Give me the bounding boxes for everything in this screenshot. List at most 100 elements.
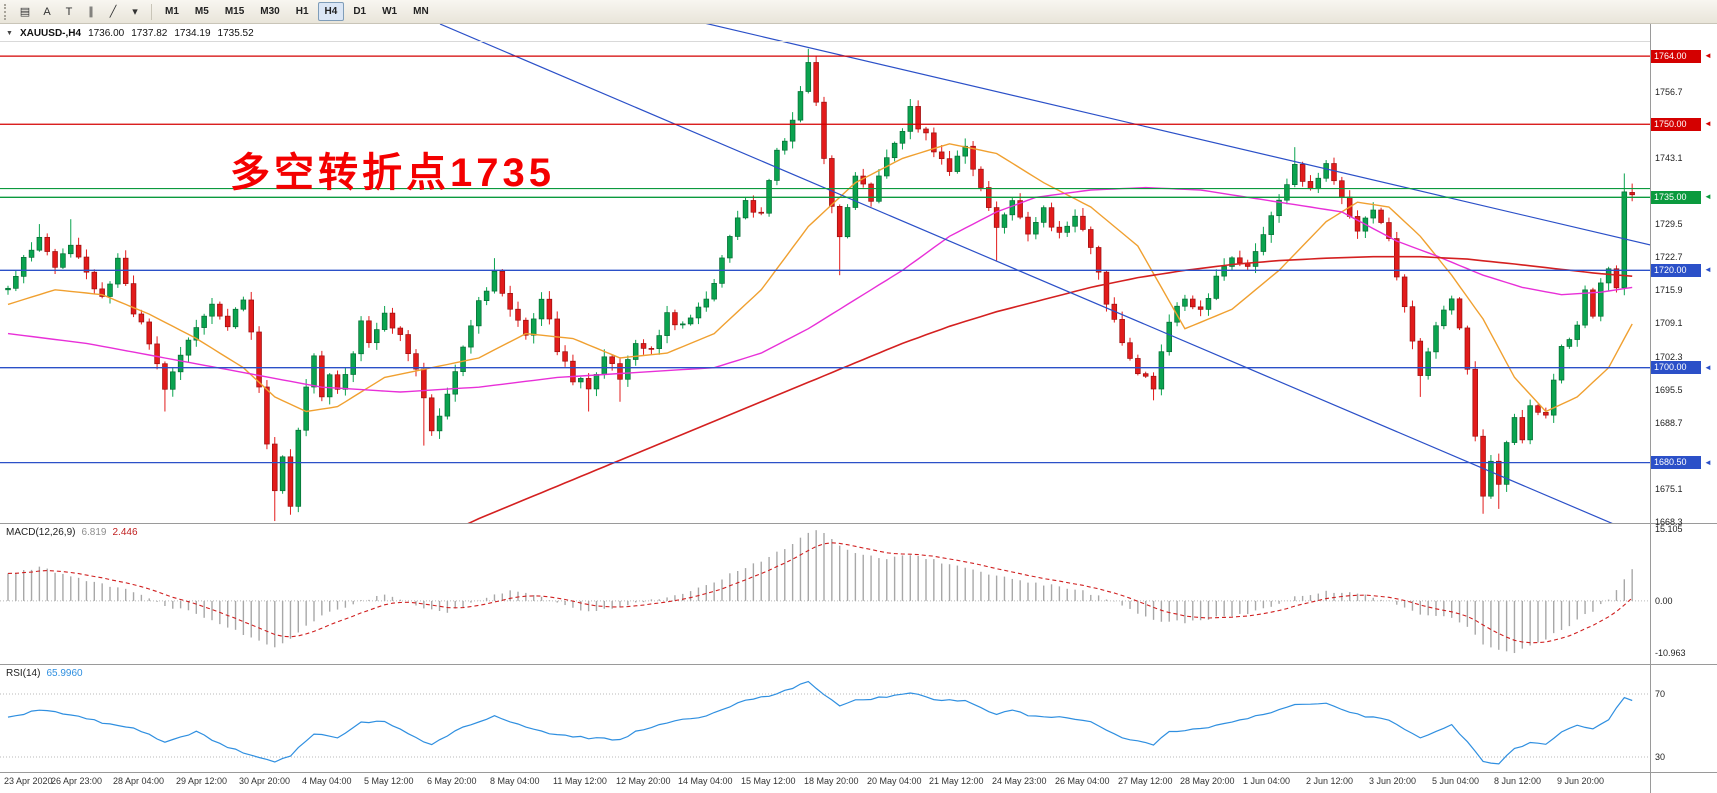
descending-trendline-2[interactable] [700, 22, 1717, 261]
candle [1033, 217, 1039, 240]
candle [224, 308, 231, 331]
chart-templates-icon[interactable]: ▤ [14, 2, 36, 22]
date-label: 28 Apr 04:00 [113, 776, 165, 786]
candle [805, 48, 812, 94]
time-axis[interactable]: 23 Apr 2020 26 Apr 23:00 28 Apr 04:00 29 Ap… [0, 773, 1717, 793]
candle [648, 346, 655, 355]
candle [389, 307, 396, 334]
candle [397, 326, 404, 342]
candle [1456, 297, 1463, 331]
timeframe-h1-button[interactable]: H1 [289, 2, 316, 21]
candle [821, 96, 827, 165]
candle [334, 370, 341, 394]
text-tool-icon[interactable]: T [58, 2, 80, 22]
candle [60, 248, 66, 269]
candle [201, 313, 207, 335]
candle [130, 275, 137, 318]
price-tick-label: 1709.1 [1655, 318, 1683, 329]
candle [483, 287, 490, 306]
timeframe-w1-button[interactable]: W1 [375, 2, 404, 21]
candle [876, 169, 882, 204]
date-label: 20 May 04:00 [867, 776, 922, 786]
rsi-value: 65.9960 [46, 668, 83, 679]
candle [1119, 311, 1125, 346]
macd-signal-value: 2.446 [112, 527, 138, 538]
date-label: 8 Jun 12:00 [1494, 776, 1542, 786]
candle [1127, 337, 1133, 361]
candle [146, 318, 152, 350]
timeframe-m15-button[interactable]: M15 [218, 2, 251, 21]
candle [546, 291, 553, 325]
candle [1511, 413, 1518, 446]
candle [554, 311, 560, 356]
ohlc-close: 1735.52 [217, 28, 254, 39]
date-label: 2 Jun 12:00 [1306, 776, 1354, 786]
candle [1001, 212, 1008, 234]
candle [625, 355, 631, 387]
candle [177, 346, 184, 380]
timeframe-mn-button[interactable]: MN [406, 2, 436, 21]
candle [311, 353, 317, 394]
candle [695, 302, 702, 325]
candle [742, 197, 749, 220]
period-separators-icon[interactable]: ∥ [80, 2, 102, 22]
candle [530, 313, 537, 344]
level-arrow-icon: ◄ [1704, 119, 1712, 129]
more-tools-caret-icon[interactable]: ▾ [124, 2, 146, 22]
timeframe-m1-button[interactable]: M1 [158, 2, 186, 21]
candle [680, 321, 686, 329]
date-label: 18 May 20:00 [804, 776, 859, 786]
macd-histogram [7, 530, 1633, 654]
candle [1362, 216, 1369, 239]
price-tick-label: 1695.5 [1655, 384, 1683, 395]
candle [986, 181, 992, 211]
timeframe-h4-button[interactable]: H4 [317, 2, 345, 21]
candle [1519, 409, 1526, 444]
candle [970, 141, 976, 177]
symbol-list-caret-icon[interactable]: ▼ [6, 30, 13, 37]
candle [656, 329, 662, 355]
descending-trendline-1[interactable] [439, 24, 1650, 540]
candle [1229, 256, 1235, 271]
candle [68, 219, 74, 258]
candle [1441, 305, 1447, 330]
price-level-badge: 1764.00 [1651, 49, 1701, 63]
candle [138, 309, 145, 325]
candle [1064, 221, 1070, 237]
candle [1558, 344, 1565, 384]
candle [836, 204, 843, 276]
date-label: 8 May 04:00 [490, 776, 540, 786]
candle [1629, 183, 1635, 202]
candle [1621, 173, 1628, 296]
toolbar-separator [151, 3, 152, 20]
date-label: 14 May 04:00 [678, 776, 733, 786]
candle [797, 86, 804, 123]
level-arrow-icon: ◄ [1704, 457, 1712, 467]
candle [1111, 297, 1118, 323]
ohlc-low: 1734.19 [174, 28, 211, 39]
candle [1598, 278, 1604, 322]
candle [36, 224, 43, 252]
candle [664, 305, 670, 344]
candle [585, 373, 592, 412]
candle [891, 141, 898, 162]
candle [1346, 190, 1353, 219]
trendline-tool-icon[interactable]: ╱ [102, 2, 124, 22]
annotation-text-object[interactable]: 多空转折点1735 [230, 151, 555, 195]
candle [350, 351, 356, 383]
price-axis[interactable]: 1756.7 1743.1 1729.5 1722.7 1715.9 1709.1 1702… [1651, 24, 1717, 793]
timeframe-d1-button[interactable]: D1 [346, 2, 373, 21]
candle [1354, 210, 1361, 239]
timeframe-m30-button[interactable]: M30 [253, 2, 286, 21]
timeframe-m5-button[interactable]: M5 [188, 2, 216, 21]
text-label-icon[interactable]: A [36, 2, 58, 22]
price-tick-label: 1668.3 [1655, 517, 1683, 528]
candle [1448, 295, 1455, 315]
candle [232, 307, 239, 329]
date-label: 23 Apr 2020 [4, 776, 53, 786]
date-label: 26 Apr 23:00 [51, 776, 103, 786]
macd-axis-label: 0.00 [1655, 595, 1673, 606]
candle [170, 367, 176, 397]
rsi-line [7, 680, 1633, 765]
